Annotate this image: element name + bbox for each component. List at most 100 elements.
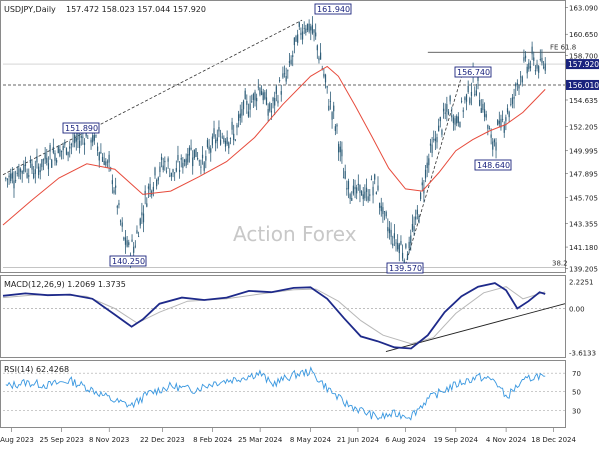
candle-body [216, 137, 218, 142]
candle-body [536, 64, 538, 69]
candle-body [467, 86, 469, 93]
candle-body [60, 150, 63, 153]
candle-body [185, 158, 187, 166]
candle-body [128, 242, 130, 245]
candle-body [78, 140, 81, 149]
candle-body [513, 96, 515, 99]
candle-body [487, 125, 489, 129]
candle-body [482, 103, 484, 111]
candle-body [364, 191, 366, 199]
candle-body [256, 97, 258, 102]
candle-body [480, 108, 482, 113]
candle-body [154, 167, 156, 176]
price-axis-label: 147.895 [569, 171, 598, 179]
macd-signal-line [2, 286, 546, 345]
candle-body [147, 186, 150, 189]
fe-label: FE 61.8 [550, 43, 576, 51]
candle-body [231, 121, 233, 130]
x-axis-label: 22 Dec 2023 [140, 436, 185, 444]
candle-body [62, 145, 64, 151]
rsi-axis-label: 30 [572, 407, 581, 415]
candle-body [123, 237, 125, 240]
candle-body [206, 140, 209, 148]
candle-body [510, 103, 512, 105]
candle-body [118, 203, 120, 206]
price-axis-label: 152.205 [569, 124, 598, 132]
macd-line [2, 282, 546, 350]
candle-body [293, 37, 295, 46]
candle-body [329, 101, 332, 102]
candle-body [115, 185, 117, 188]
price-axis-label: 158.700 [569, 53, 598, 61]
candle-body [169, 175, 171, 177]
candle-body [11, 172, 13, 179]
candle-body [119, 220, 122, 222]
candle-body [82, 136, 84, 138]
candle-body [24, 164, 27, 166]
candle-body [187, 154, 189, 163]
candle-body [428, 158, 430, 166]
candle-body [178, 169, 181, 172]
candle-body [236, 124, 238, 128]
candle-body [188, 147, 191, 156]
candle-body [310, 26, 312, 31]
candle-body [452, 117, 455, 124]
candle-body [192, 157, 194, 167]
candle-body [433, 139, 435, 141]
candle-body [242, 100, 245, 110]
watermark: Action Forex [233, 222, 357, 246]
candle-body [469, 98, 471, 104]
rsi-axis-label: 70 [572, 370, 581, 378]
candle-body [418, 215, 420, 223]
candle-body [172, 169, 174, 173]
annotation-label: 148.640 [477, 161, 510, 170]
candle-body [406, 254, 409, 260]
candle-body [205, 156, 207, 161]
candle-body [275, 86, 277, 94]
candle-body [134, 245, 136, 247]
candle-body [162, 165, 164, 170]
price-layer: FE 61.8 38.2 161.940 151.890 140.250 156.740 1… [2, 3, 576, 274]
x-axis-label: 4 Nov 2024 [486, 436, 527, 444]
candle-body [470, 91, 473, 96]
candle-body [133, 246, 135, 253]
candle-body [26, 173, 28, 178]
candle-body [210, 148, 212, 153]
candle-body [451, 115, 453, 118]
candle-body [503, 125, 505, 133]
annotation-label: 139.570 [389, 264, 422, 273]
candle-body [272, 97, 274, 102]
candle-body [70, 143, 72, 146]
candle-body [377, 185, 379, 191]
candle-body [29, 159, 31, 164]
candle-body [538, 66, 540, 73]
rsi-line [5, 366, 546, 421]
candle-body [497, 119, 499, 126]
candle-body [218, 127, 220, 132]
candle-body [28, 175, 30, 177]
candle-body [485, 114, 487, 118]
candle-body [365, 187, 368, 192]
candle-body [215, 139, 217, 144]
candle-body [360, 191, 363, 196]
candle-body [444, 112, 446, 114]
candle-body [488, 128, 491, 130]
candle-body [292, 55, 294, 57]
candle-body [262, 92, 264, 101]
x-axis-label: 18 Dec 2024 [531, 436, 576, 444]
candle-body [313, 29, 315, 33]
candle-body [506, 108, 509, 113]
candle-body [259, 88, 261, 95]
candle-body [257, 86, 259, 88]
candle-body [198, 160, 200, 162]
annotation-box [454, 66, 492, 78]
candle-body [36, 156, 38, 163]
x-axis-label: 21 Jun 2024 [337, 436, 380, 444]
candle-body [398, 244, 400, 254]
candle-body [541, 57, 543, 63]
x-axis-label: 6 Aug 2024 [385, 436, 426, 444]
candle-body [372, 186, 374, 196]
candle-body [528, 62, 530, 70]
candle-body [323, 73, 325, 77]
annotation-label: 161.940 [317, 5, 350, 14]
